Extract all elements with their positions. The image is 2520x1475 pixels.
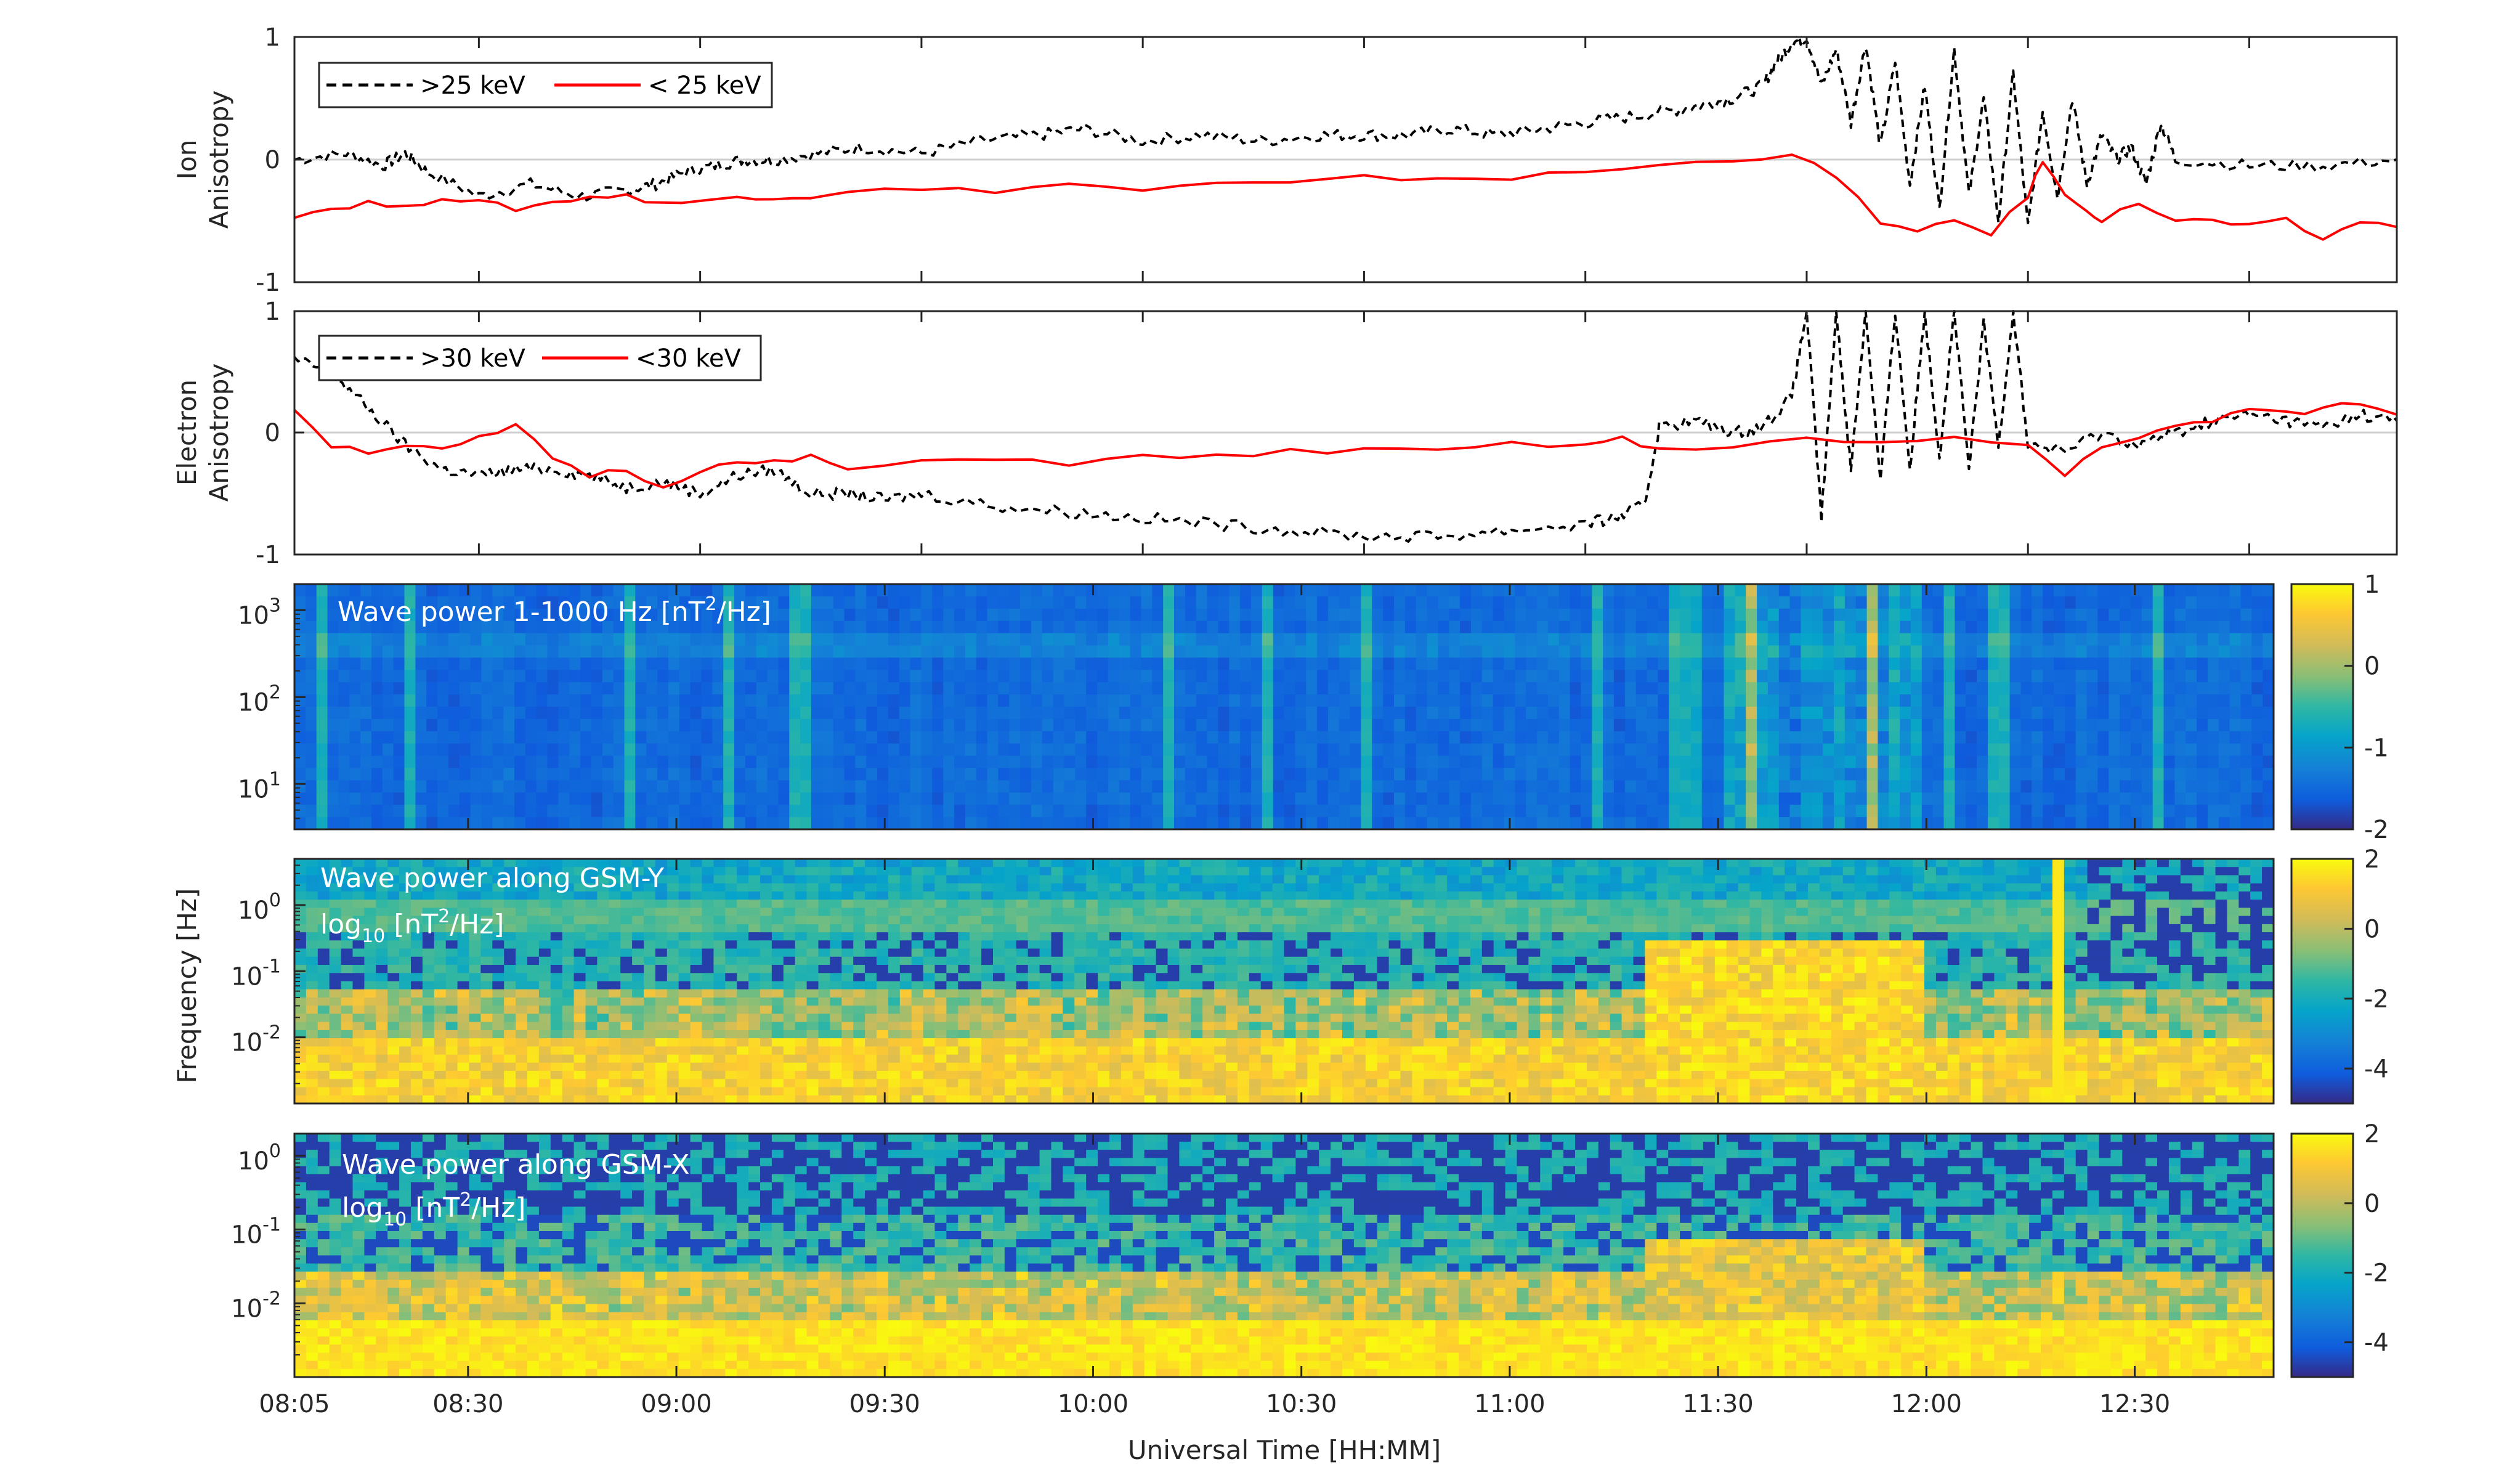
y-tick-label: 101 [238,768,281,803]
hf-y-ticks: 101 102 103 [238,595,306,819]
hf-annotation: Wave power 1-1000 Hz [nT2/Hz] [338,593,771,628]
ion-ylabel-line2: Anisotropy [204,91,234,229]
y-tick-label: 10-1 [231,1214,281,1249]
electron-x-ticks [293,311,2250,555]
x-tick-label: 08:05 [259,1390,330,1418]
electron-series-group [293,310,2398,543]
ion-ytick-label: 0 [265,146,280,174]
ion-legend: >25 keV < 25 keV [318,62,773,108]
colorbar-tick-label: -4 [2364,1055,2389,1083]
colorbar-tick-label: -1 [2364,734,2389,762]
x-tick-label: 12:00 [1891,1390,1962,1418]
gsm-x-annotation-line2: log10 [nT2/Hz] [342,1189,525,1230]
gsm-x-annotation-line1: Wave power along GSM-X [342,1149,689,1180]
y-tick-label: 10-2 [231,1288,281,1323]
hf-axes-frame [293,583,2275,831]
ion-series-group [294,36,2397,241]
colorbar-tick-label: -4 [2364,1329,2389,1357]
electron-ytick-label: -1 [256,541,280,569]
gsm-x-colorbar: 2 0 -2 -4 [2290,1120,2389,1378]
electron-legend: >30 keV <30 keV [318,335,762,381]
ion-x-ticks [293,37,2250,282]
x-axis-label: Universal Time [HH:MM] [1128,1435,1441,1465]
colorbar-tick-label: 2 [2364,1120,2380,1148]
x-tick-label: 08:30 [432,1390,503,1418]
y-tick-label: 102 [238,681,281,717]
gsm-x-spectrogram [294,1134,2274,1378]
gsm-y-annotation-line1: Wave power along GSM-Y [320,863,664,894]
x-tick-label: 10:00 [1058,1390,1128,1418]
ion-anisotropy-panel: 1 0 -1 Ion Anisotropy >25 keV < 25 keV [172,23,2398,297]
y-tick-label: 103 [238,595,281,630]
electron-ytick-label: 1 [265,298,280,326]
electron-ylabel-line2: Anisotropy [204,364,234,502]
hf-x-ticks [293,584,2136,829]
electron-legend-label: >30 keV [420,344,525,373]
x-tick-label: 09:00 [641,1390,711,1418]
x-tick-labels: 08:05 08:30 09:00 09:30 10:00 10:30 11:00 11:30… [259,1390,2170,1418]
colorbar-tick-label: 0 [2364,1190,2380,1218]
hf-spectrogram [294,584,2274,830]
electron-legend-label: <30 keV [636,344,741,373]
y-tick-label: 10-2 [231,1022,281,1057]
hf-colorbar-bar [2290,583,2354,831]
gsm-x-colorbar-bar [2290,1132,2354,1378]
gsm-y-colorbar: 2 0 -2 -4 [2290,845,2389,1105]
x-tick-label: 11:30 [1682,1390,1753,1418]
colorbar-tick-label: 0 [2364,652,2380,681]
colorbar-tick-label: 2 [2364,845,2380,874]
series-line-dashed [294,36,2397,224]
gsm-x-x-ticks [293,1134,2136,1377]
gsm-y-colorbar-bar [2290,858,2354,1105]
gsm-x-axes-frame [293,1132,2275,1378]
gsm-y-spectrogram [294,859,2274,1104]
x-tick-label: 10:30 [1266,1390,1337,1418]
y-tick-label: 100 [238,1140,281,1176]
series-line-solid [294,153,2397,241]
gsm-y-annotation-line2: log10 [nT2/Hz] [320,906,504,947]
x-tick-label: 09:30 [849,1390,920,1418]
colorbar-tick-label: -2 [2364,816,2389,844]
gsm-x-y-ticks: 10-2 10-1 100 [231,1140,306,1355]
y-tick-label: 100 [238,890,281,925]
wave-power-gsm-y-panel: 10-2 10-1 100 Wave power along GSM-Y log10… [231,845,2389,1105]
y-tick-label: 10-1 [231,956,281,991]
ion-ylabel-line1: Ion [172,140,202,180]
electron-ylabel-line1: Electron [172,380,202,486]
electron-ytick-label: 0 [265,419,280,447]
gsm-y-y-ticks: 10-2 10-1 100 [231,864,306,1084]
electron-anisotropy-panel: 1 0 -1 Electron Anisotropy >30 keV <30 k… [172,298,2398,569]
colorbar-tick-label: 0 [2364,915,2380,943]
colorbar-tick-label: 1 [2364,571,2380,599]
ion-ytick-label: 1 [265,23,280,52]
x-tick-label: 12:30 [2099,1390,2170,1418]
ion-ytick-label: -1 [256,269,280,297]
gsm-y-x-ticks [293,859,2136,1103]
colorbar-tick-label: -2 [2364,1259,2389,1288]
colorbar-tick-label: -2 [2364,985,2389,1014]
x-tick-label: 11:00 [1474,1390,1545,1418]
hf-colorbar: 1 0 -1 -2 [2290,571,2389,844]
frequency-ylabel: Frequency [Hz] [172,888,202,1084]
ion-legend-label: >25 keV [420,71,525,100]
ion-legend-label: < 25 keV [648,71,761,100]
wave-power-gsm-x-panel: 10-2 10-1 100 Wave power along GSM-X log10… [231,1120,2389,1378]
series-line-dashed [293,310,2398,543]
series-line-solid [293,402,2397,489]
